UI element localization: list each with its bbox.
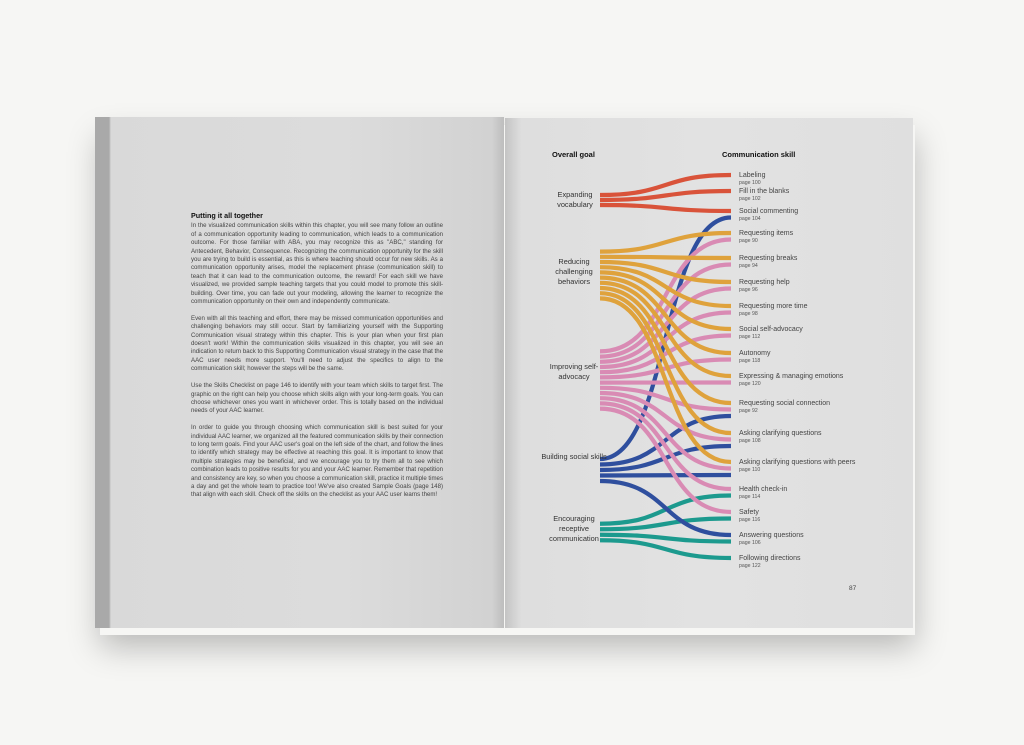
left-page: Putting it all together In the visualize… bbox=[95, 117, 504, 628]
skill-page-ref: page 100 bbox=[739, 180, 761, 186]
skill-name: Social commenting bbox=[739, 208, 799, 215]
skill-name: Asking clarifying questions with peers bbox=[739, 459, 856, 466]
flow-link bbox=[599, 259, 732, 285]
skill-page-ref: page 120 bbox=[739, 381, 761, 387]
flow-link bbox=[599, 296, 732, 465]
skill-name: Asking clarifying questions bbox=[739, 430, 822, 437]
skill-label: Safety page 116 bbox=[739, 509, 760, 524]
overall-goal-header: Overall goal bbox=[552, 150, 595, 159]
skill-page-ref: page 122 bbox=[739, 563, 761, 569]
skill-label: Requesting social connection page 92 bbox=[739, 400, 830, 415]
flow-link bbox=[599, 280, 732, 379]
flow-link bbox=[599, 275, 732, 356]
right-page: Overall goal Communication skill Expandi… bbox=[505, 118, 913, 628]
skill-label: Autonomy page 118 bbox=[739, 350, 771, 365]
skill-page-ref: page 90 bbox=[739, 238, 758, 244]
goal-label: Improving self-advocacy bbox=[549, 362, 599, 381]
skill-page-ref: page 110 bbox=[739, 467, 761, 473]
flow-link bbox=[599, 291, 732, 436]
goal-label: Expanding vocabulary bbox=[557, 190, 593, 209]
skill-label: Requesting more time page 98 bbox=[739, 303, 807, 318]
body-text: Putting it all together In the visualize… bbox=[191, 211, 443, 508]
skill-label: Answering questions page 106 bbox=[739, 532, 804, 547]
skill-label: Asking clarifying questions with peers pa… bbox=[739, 459, 855, 474]
flow-link bbox=[599, 172, 732, 198]
flow-link bbox=[599, 472, 732, 478]
skill-label: Health check-in page 114 bbox=[739, 486, 787, 501]
flow-link bbox=[599, 478, 732, 538]
flow-link bbox=[599, 401, 732, 492]
skill-label: Following directions page 122 bbox=[739, 555, 800, 570]
skill-label: Social commenting page 104 bbox=[739, 208, 798, 223]
flow-link bbox=[599, 286, 732, 364]
skill-page-ref: page 96 bbox=[739, 287, 758, 293]
skill-name: Answering questions bbox=[739, 532, 804, 539]
skill-page-ref: page 106 bbox=[739, 540, 761, 546]
section-heading: Putting it all together bbox=[191, 211, 263, 220]
flow-link bbox=[599, 406, 732, 515]
skill-label: Fill in the blanks page 102 bbox=[739, 188, 789, 203]
flow-link bbox=[599, 188, 732, 203]
skill-label: Asking clarifying questions page 108 bbox=[739, 430, 822, 445]
goal-label: Encouraging receptive communication bbox=[549, 514, 599, 543]
flow-link bbox=[599, 357, 732, 380]
flow-link bbox=[599, 516, 732, 532]
flow-link bbox=[599, 385, 732, 412]
skill-page-ref: page 98 bbox=[739, 311, 758, 317]
skill-page-ref: page 112 bbox=[739, 334, 761, 340]
flow-link bbox=[599, 333, 732, 375]
skill-name: Fill in the blanks bbox=[739, 188, 790, 195]
skill-page-ref: page 94 bbox=[739, 263, 758, 269]
skill-name: Requesting items bbox=[739, 230, 794, 237]
skill-name: Safety bbox=[739, 509, 759, 516]
flow-link bbox=[599, 202, 732, 214]
flow-link bbox=[599, 396, 732, 471]
skill-name: Requesting more time bbox=[739, 303, 808, 310]
skill-page-ref: page 92 bbox=[739, 408, 758, 414]
paragraph: Use the Skills Checklist on page 146 to … bbox=[191, 382, 443, 415]
skill-page-ref: page 108 bbox=[739, 438, 761, 444]
flow-link bbox=[599, 265, 732, 309]
flow-link bbox=[599, 262, 732, 359]
flow-link bbox=[599, 413, 732, 467]
flow-link bbox=[599, 254, 732, 261]
paragraph: In order to guide you through choosing w… bbox=[191, 424, 443, 499]
flow-link bbox=[599, 390, 732, 442]
skill-label: Social self-advocacy page 112 bbox=[739, 326, 803, 341]
flow-link bbox=[599, 230, 732, 254]
flow-link bbox=[599, 270, 732, 332]
skill-page-ref: page 114 bbox=[739, 494, 761, 500]
skill-name: Expressing & managing emotions bbox=[739, 373, 844, 380]
skill-page-ref: page 102 bbox=[739, 196, 761, 202]
skill-label: Requesting breaks page 94 bbox=[739, 255, 797, 270]
goal-label: Building social skills bbox=[541, 452, 607, 461]
paragraph: In the visualized communication skills w… bbox=[191, 222, 443, 306]
skill-page-ref: page 116 bbox=[739, 517, 761, 523]
flow-link bbox=[599, 310, 732, 370]
flow-link bbox=[599, 237, 732, 354]
flow-link bbox=[599, 538, 732, 561]
goal-label: Reducing challenging behaviors bbox=[555, 257, 593, 286]
skill-name: Autonomy bbox=[739, 350, 771, 357]
skill-label: Requesting help page 96 bbox=[739, 279, 790, 294]
paragraph: Even with all this teaching and effort, … bbox=[191, 314, 443, 373]
skill-name: Requesting breaks bbox=[739, 255, 798, 262]
flow-link bbox=[599, 532, 732, 544]
page-number: 87 bbox=[849, 585, 857, 592]
skill-name: Labeling bbox=[739, 172, 766, 179]
skill-name: Requesting social connection bbox=[739, 400, 831, 407]
skill-name: Following directions bbox=[739, 555, 801, 562]
skill-label: Expressing & managing emotions page 120 bbox=[739, 373, 843, 388]
skill-page-ref: page 118 bbox=[739, 358, 761, 364]
skill-name: Health check-in bbox=[739, 486, 788, 493]
communication-skill-header: Communication skill bbox=[722, 150, 796, 159]
skill-name: Requesting help bbox=[739, 279, 790, 286]
goal-skill-flow-diagram bbox=[599, 172, 732, 561]
skill-name: Social self-advocacy bbox=[739, 326, 803, 333]
skill-label: Labeling page 100 bbox=[739, 172, 765, 187]
flow-link bbox=[599, 285, 732, 406]
skill-label: Requesting items page 90 bbox=[739, 230, 793, 245]
skill-page-ref: page 104 bbox=[739, 216, 761, 222]
